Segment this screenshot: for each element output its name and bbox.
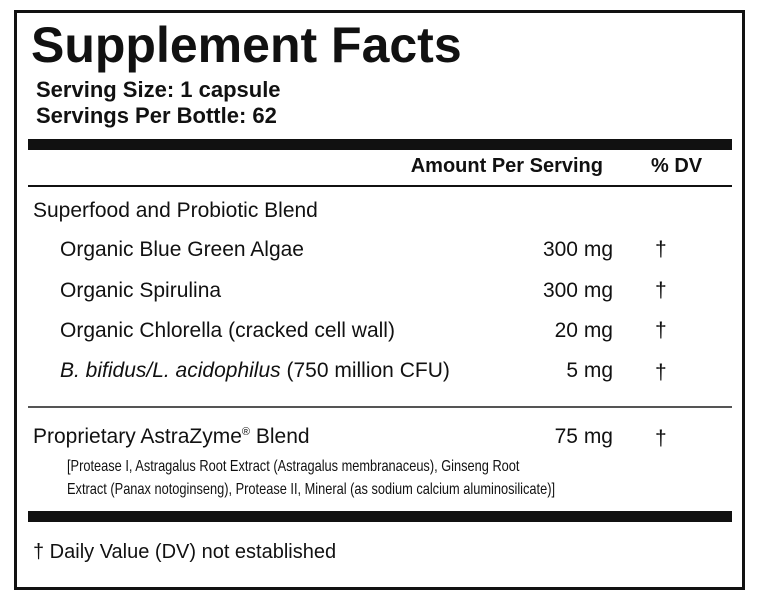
ingredient-dv: † [655,238,667,261]
ingredient-amount: 5 mg [566,359,613,382]
ingredient-dv: † [655,361,667,384]
ingredient-dv: † [655,279,667,302]
proprietary-name-part: Proprietary AstraZyme [33,425,242,448]
ingredient-dv: † [655,319,667,342]
ingredient-amount: 20 mg [554,319,613,342]
ingredient-name: B. bifidus/L. acidophilus (750 million C… [60,360,450,381]
column-header: Amount Per Serving [410,155,603,177]
thick-rule [28,511,732,522]
proprietary-amount: 75 mg [554,425,613,448]
thin-rule [28,185,732,187]
ingredient-name: Organic Chlorella (cracked cell wall) [60,319,395,342]
proprietary-name: Proprietary AstraZyme® Blend [33,426,310,447]
registered-mark: ® [241,426,251,438]
column-header: % DV [651,155,703,177]
ingredients-note: Extract (Panax notoginseng), Protease II… [67,481,556,498]
servings-per-container: Servings Per Bottle: 62 [36,103,277,128]
ingredient-name: Organic Spirulina [60,279,222,302]
ingredients-note: [Protease I, Astragalus Root Extract (As… [67,458,520,475]
footnote: † Daily Value (DV) not established [33,541,337,563]
serving-size: Serving Size: 1 capsule [36,77,281,102]
proprietary-name-part: Blend [255,425,310,448]
ingredient-amount: 300 mg [542,238,613,261]
blend-name: Superfood and Probiotic Blend [33,199,318,222]
thin-rule [28,406,732,408]
ingredient-name-italic: B. bifidus/L. acidophilus [60,359,281,382]
ingredient-name-plain: (750 million CFU) [286,359,450,382]
label-border [14,10,745,590]
ingredient-amount: 300 mg [542,279,613,302]
ingredient-name: Organic Blue Green Algae [60,238,304,261]
title: Supplement Facts [31,17,462,73]
thick-rule [28,139,732,150]
proprietary-dv: † [655,427,667,450]
